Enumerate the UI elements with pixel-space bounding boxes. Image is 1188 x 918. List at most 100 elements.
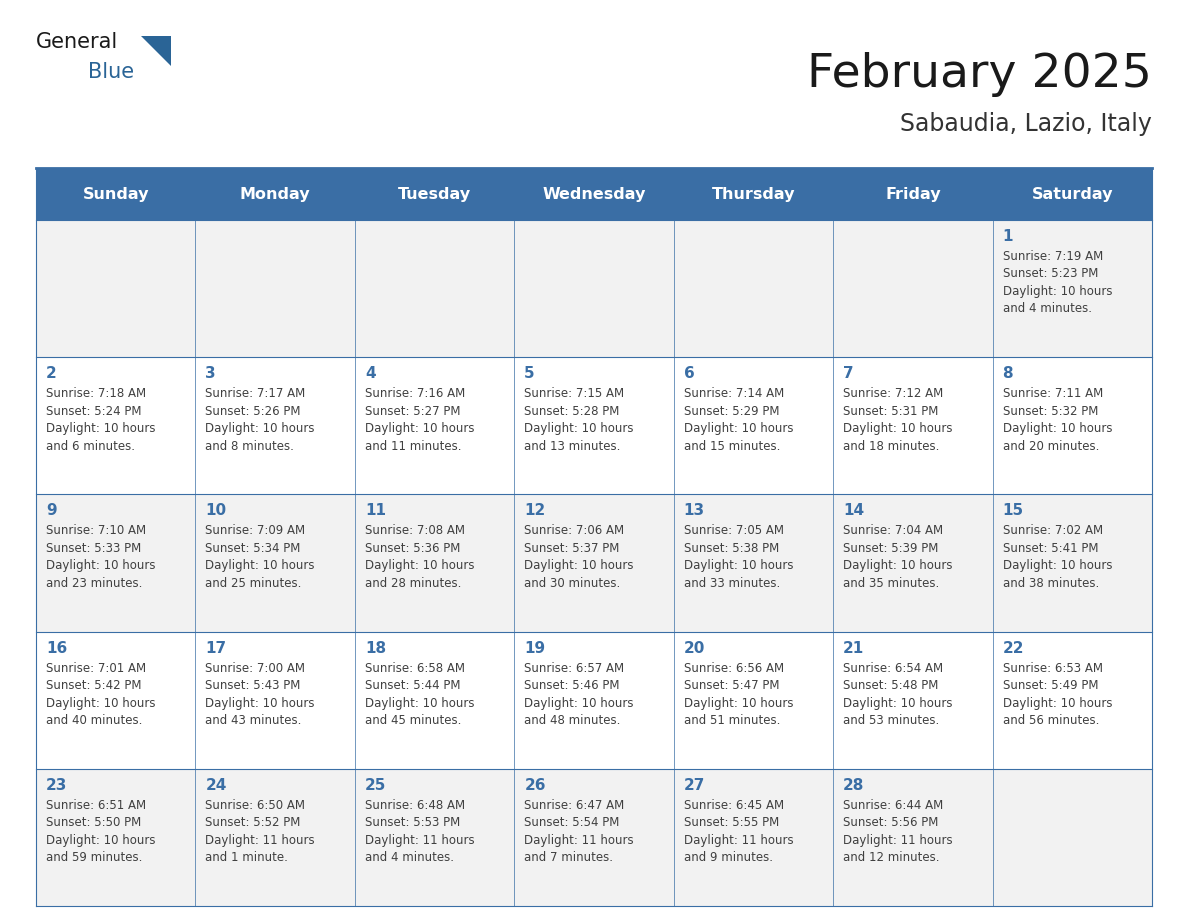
Text: Sunset: 5:26 PM: Sunset: 5:26 PM [206, 405, 301, 418]
Text: and 53 minutes.: and 53 minutes. [843, 714, 940, 727]
Text: Daylight: 10 hours: Daylight: 10 hours [684, 559, 794, 573]
Text: Wednesday: Wednesday [542, 186, 646, 201]
Text: Saturday: Saturday [1031, 186, 1113, 201]
Text: and 45 minutes.: and 45 minutes. [365, 714, 461, 727]
Text: Sunset: 5:50 PM: Sunset: 5:50 PM [46, 816, 141, 829]
Text: 4: 4 [365, 366, 375, 381]
Text: Daylight: 10 hours: Daylight: 10 hours [524, 559, 633, 573]
Text: Sunset: 5:28 PM: Sunset: 5:28 PM [524, 405, 620, 418]
Text: 6: 6 [684, 366, 695, 381]
Text: Daylight: 10 hours: Daylight: 10 hours [843, 559, 953, 573]
Text: Sunrise: 7:12 AM: Sunrise: 7:12 AM [843, 387, 943, 400]
Text: General: General [36, 32, 119, 52]
Text: Daylight: 10 hours: Daylight: 10 hours [46, 422, 156, 435]
Text: Sunset: 5:23 PM: Sunset: 5:23 PM [1003, 267, 1098, 281]
Text: Sunset: 5:33 PM: Sunset: 5:33 PM [46, 542, 141, 554]
Text: 15: 15 [1003, 503, 1024, 519]
Text: 16: 16 [46, 641, 68, 655]
Text: 3: 3 [206, 366, 216, 381]
Text: Daylight: 10 hours: Daylight: 10 hours [684, 697, 794, 710]
Text: and 6 minutes.: and 6 minutes. [46, 440, 135, 453]
Text: Sunset: 5:49 PM: Sunset: 5:49 PM [1003, 679, 1098, 692]
Text: and 15 minutes.: and 15 minutes. [684, 440, 781, 453]
Text: 19: 19 [524, 641, 545, 655]
Text: and 12 minutes.: and 12 minutes. [843, 851, 940, 865]
Text: 2: 2 [46, 366, 57, 381]
Text: 7: 7 [843, 366, 854, 381]
Text: Sunset: 5:27 PM: Sunset: 5:27 PM [365, 405, 461, 418]
Text: and 23 minutes.: and 23 minutes. [46, 577, 143, 590]
Text: 26: 26 [524, 778, 545, 793]
Text: 21: 21 [843, 641, 865, 655]
Text: Daylight: 10 hours: Daylight: 10 hours [206, 422, 315, 435]
Text: 12: 12 [524, 503, 545, 519]
Text: Sunday: Sunday [82, 186, 148, 201]
Text: and 8 minutes.: and 8 minutes. [206, 440, 295, 453]
Text: Daylight: 10 hours: Daylight: 10 hours [1003, 697, 1112, 710]
Text: Sunset: 5:53 PM: Sunset: 5:53 PM [365, 816, 460, 829]
Text: 9: 9 [46, 503, 57, 519]
Bar [36, 768, 1152, 906]
Text: 8: 8 [1003, 366, 1013, 381]
Text: Sunset: 5:44 PM: Sunset: 5:44 PM [365, 679, 461, 692]
Text: Daylight: 10 hours: Daylight: 10 hours [46, 697, 156, 710]
Text: 20: 20 [684, 641, 706, 655]
Text: and 9 minutes.: and 9 minutes. [684, 851, 772, 865]
Text: Sunset: 5:31 PM: Sunset: 5:31 PM [843, 405, 939, 418]
Text: Sunset: 5:38 PM: Sunset: 5:38 PM [684, 542, 779, 554]
Text: Sunrise: 7:09 AM: Sunrise: 7:09 AM [206, 524, 305, 537]
Text: Sunrise: 6:50 AM: Sunrise: 6:50 AM [206, 799, 305, 812]
Text: and 20 minutes.: and 20 minutes. [1003, 440, 1099, 453]
Text: Sunrise: 6:48 AM: Sunrise: 6:48 AM [365, 799, 465, 812]
Text: Monday: Monday [240, 186, 310, 201]
Text: and 43 minutes.: and 43 minutes. [206, 714, 302, 727]
Text: Sunrise: 7:05 AM: Sunrise: 7:05 AM [684, 524, 784, 537]
Text: Daylight: 10 hours: Daylight: 10 hours [684, 422, 794, 435]
Text: and 4 minutes.: and 4 minutes. [365, 851, 454, 865]
Text: Sunrise: 7:01 AM: Sunrise: 7:01 AM [46, 662, 146, 675]
Text: Daylight: 11 hours: Daylight: 11 hours [843, 834, 953, 846]
Text: Sunset: 5:52 PM: Sunset: 5:52 PM [206, 816, 301, 829]
Text: Sunset: 5:32 PM: Sunset: 5:32 PM [1003, 405, 1098, 418]
Text: Sunrise: 6:54 AM: Sunrise: 6:54 AM [843, 662, 943, 675]
Text: and 13 minutes.: and 13 minutes. [524, 440, 620, 453]
Text: February 2025: February 2025 [807, 52, 1152, 97]
Text: and 25 minutes.: and 25 minutes. [206, 577, 302, 590]
Text: Sunrise: 7:02 AM: Sunrise: 7:02 AM [1003, 524, 1102, 537]
Text: Sunset: 5:48 PM: Sunset: 5:48 PM [843, 679, 939, 692]
Text: Sunrise: 7:04 AM: Sunrise: 7:04 AM [843, 524, 943, 537]
Text: Sunrise: 7:15 AM: Sunrise: 7:15 AM [524, 387, 625, 400]
Text: Sunrise: 6:44 AM: Sunrise: 6:44 AM [843, 799, 943, 812]
Text: Sunrise: 7:19 AM: Sunrise: 7:19 AM [1003, 250, 1102, 263]
Text: Sunset: 5:39 PM: Sunset: 5:39 PM [843, 542, 939, 554]
Text: Tuesday: Tuesday [398, 186, 472, 201]
Text: Daylight: 10 hours: Daylight: 10 hours [1003, 559, 1112, 573]
Text: Blue: Blue [88, 62, 134, 82]
Text: Sunset: 5:46 PM: Sunset: 5:46 PM [524, 679, 620, 692]
Text: Daylight: 10 hours: Daylight: 10 hours [365, 697, 474, 710]
Text: Daylight: 11 hours: Daylight: 11 hours [365, 834, 474, 846]
Text: Sunset: 5:24 PM: Sunset: 5:24 PM [46, 405, 141, 418]
Text: Daylight: 11 hours: Daylight: 11 hours [684, 834, 794, 846]
Text: 5: 5 [524, 366, 535, 381]
Text: and 4 minutes.: and 4 minutes. [1003, 303, 1092, 316]
Text: Daylight: 11 hours: Daylight: 11 hours [206, 834, 315, 846]
Text: Daylight: 10 hours: Daylight: 10 hours [1003, 422, 1112, 435]
Text: Sunset: 5:29 PM: Sunset: 5:29 PM [684, 405, 779, 418]
Text: Sunrise: 7:14 AM: Sunrise: 7:14 AM [684, 387, 784, 400]
Text: 13: 13 [684, 503, 704, 519]
Text: Daylight: 10 hours: Daylight: 10 hours [206, 697, 315, 710]
Text: Sunset: 5:43 PM: Sunset: 5:43 PM [206, 679, 301, 692]
Text: and 48 minutes.: and 48 minutes. [524, 714, 620, 727]
Text: Daylight: 10 hours: Daylight: 10 hours [1003, 285, 1112, 298]
Text: Sabaudia, Lazio, Italy: Sabaudia, Lazio, Italy [901, 112, 1152, 136]
Text: Daylight: 10 hours: Daylight: 10 hours [524, 422, 633, 435]
Text: Daylight: 10 hours: Daylight: 10 hours [46, 834, 156, 846]
Text: 24: 24 [206, 778, 227, 793]
Text: 25: 25 [365, 778, 386, 793]
Text: Sunset: 5:55 PM: Sunset: 5:55 PM [684, 816, 779, 829]
Text: and 40 minutes.: and 40 minutes. [46, 714, 143, 727]
Text: Daylight: 10 hours: Daylight: 10 hours [843, 697, 953, 710]
Text: Sunset: 5:41 PM: Sunset: 5:41 PM [1003, 542, 1098, 554]
Text: Sunset: 5:47 PM: Sunset: 5:47 PM [684, 679, 779, 692]
